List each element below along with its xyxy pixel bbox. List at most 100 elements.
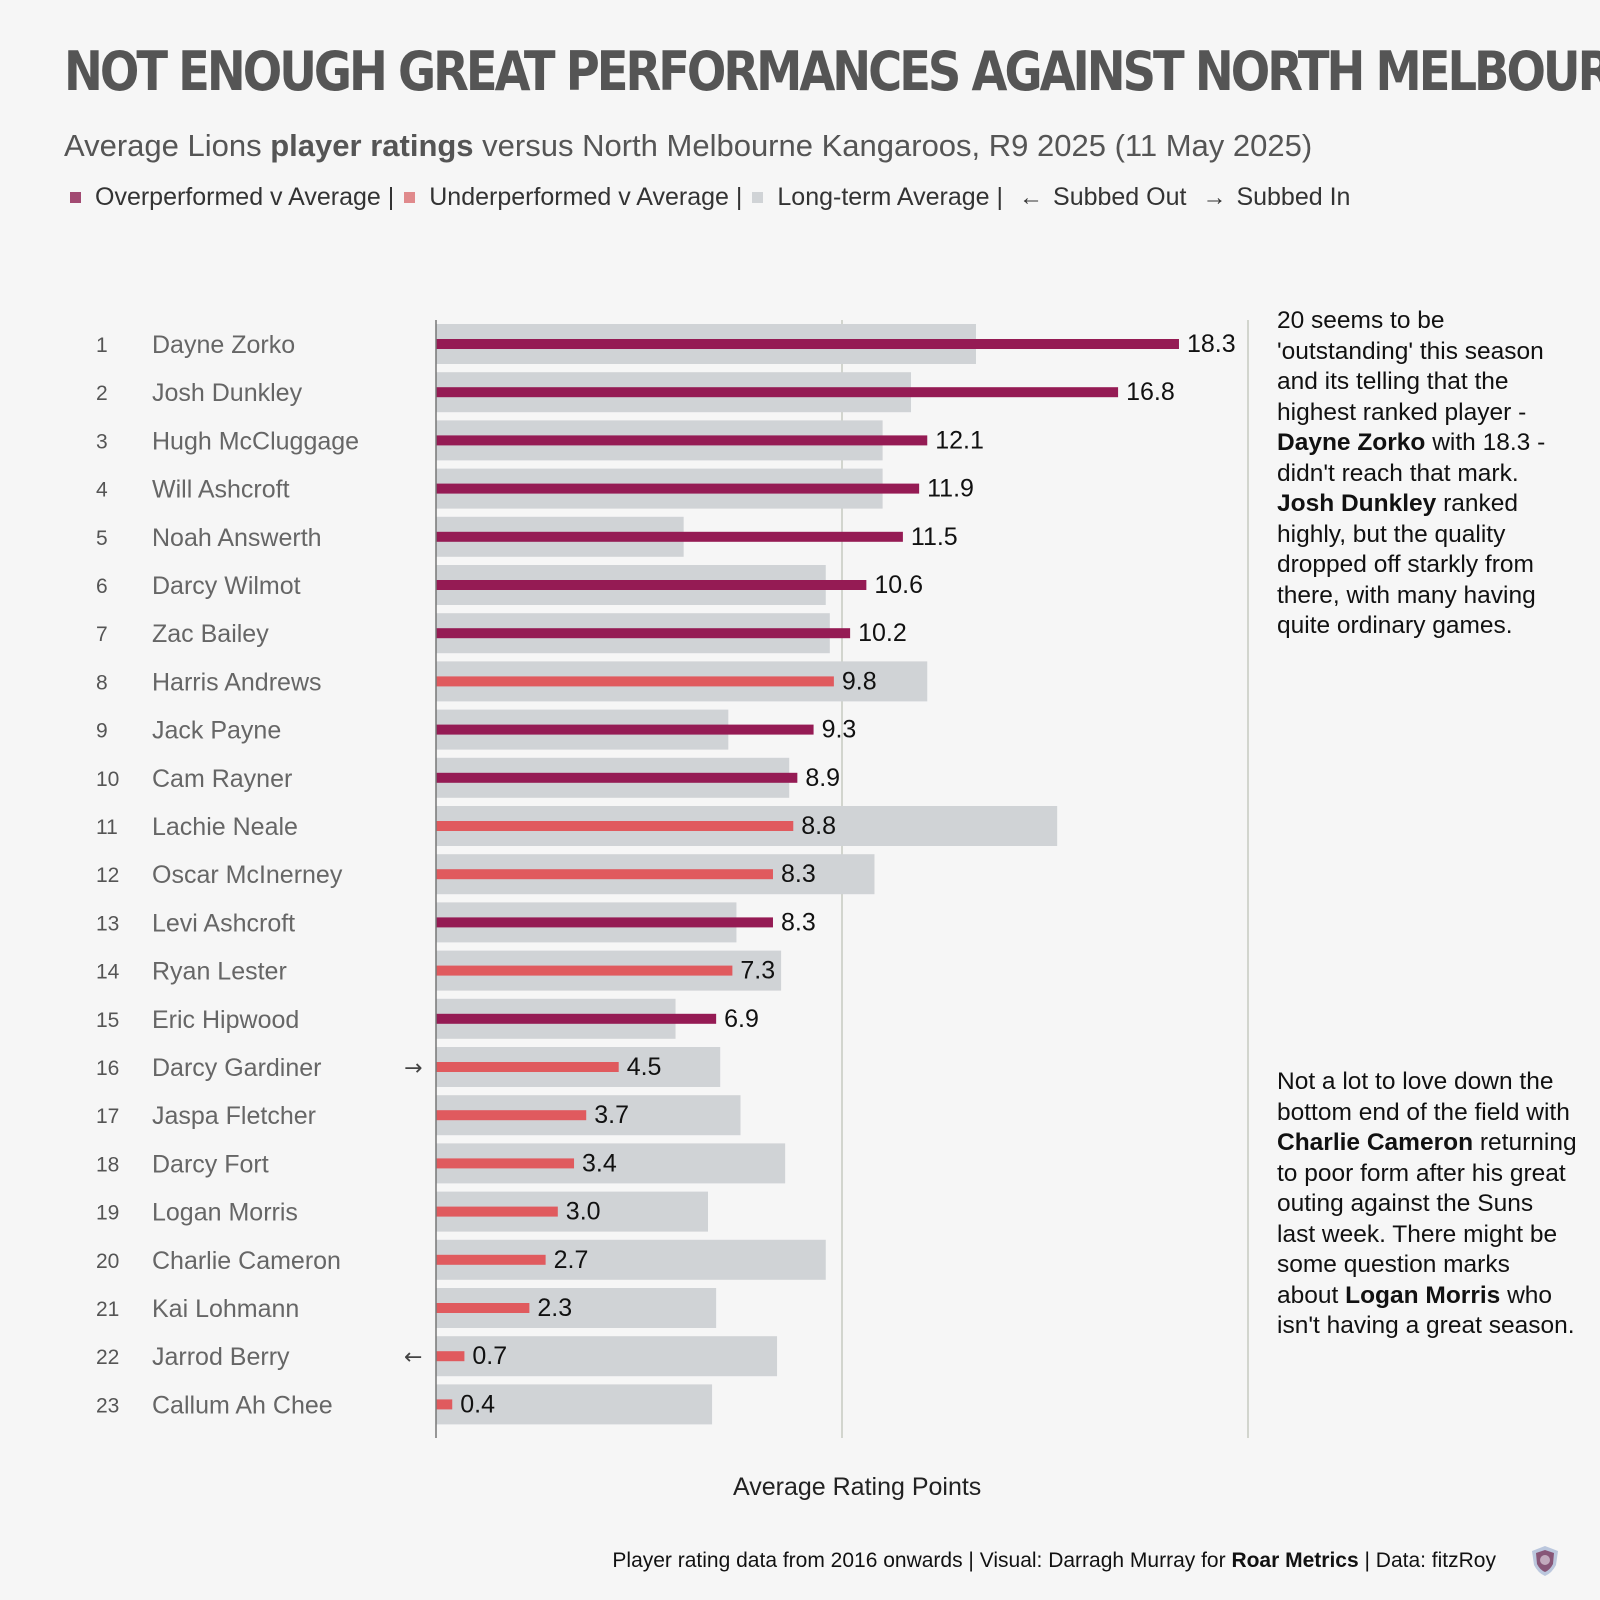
subbed-in-arrow-icon: → <box>404 1056 422 1081</box>
subbed-out-arrow-icon: ← <box>404 1345 422 1370</box>
player-name: Darcy Wilmot <box>152 572 301 600</box>
rating-bar <box>436 531 903 542</box>
annotation-bottom: Not a lot to love down the bottom end of… <box>1277 1067 1577 1342</box>
rating-bar <box>436 387 1119 398</box>
player-name: Harris Andrews <box>152 668 322 696</box>
rank-label: 16 <box>96 1057 119 1080</box>
rating-bar <box>436 483 920 494</box>
bar-chart: 18.3 1 Dayne Zorko 16.8 2 Josh Dunkley 12.1 3 Hu… <box>96 320 1249 1438</box>
rating-bar <box>436 1158 575 1169</box>
legend-swatch-average <box>752 192 764 203</box>
rank-label: 23 <box>96 1394 119 1417</box>
footer-credits: Player rating data from 2016 onwards | V… <box>612 1549 1496 1573</box>
player-name: Eric Hipwood <box>152 1006 299 1034</box>
value-label: 16.8 <box>1126 378 1175 406</box>
rank-label: 12 <box>96 864 119 887</box>
rating-bar <box>436 435 928 446</box>
player-name: Charlie Cameron <box>152 1247 341 1275</box>
value-label: 0.4 <box>460 1390 495 1418</box>
subtitle-post: versus North Melbourne Kangaroos, R9 202… <box>473 128 1313 163</box>
player-name: Dayne Zorko <box>152 331 295 359</box>
value-label: 12.1 <box>935 426 984 454</box>
value-label: 3.4 <box>582 1149 617 1177</box>
annotation-top-text-3: ranked highly, but the quality dropped o… <box>1277 490 1536 639</box>
rating-bar <box>436 917 773 928</box>
legend-average-label: Long-term Average | <box>777 183 1004 211</box>
annotation-top: 20 seems to be 'outstanding' this season… <box>1277 306 1577 642</box>
value-label: 3.0 <box>566 1198 601 1226</box>
rating-bar <box>436 1351 465 1362</box>
player-name: Jaspa Fletcher <box>152 1102 316 1130</box>
player-name: Jack Payne <box>152 717 281 745</box>
rank-label: 4 <box>96 479 108 502</box>
rank-label: 8 <box>96 671 108 694</box>
footer-text-2: | Data: fitzRoy <box>1358 1549 1496 1572</box>
value-label: 10.6 <box>874 571 923 599</box>
legend-under-label: Underperformed v Average | <box>429 183 743 211</box>
value-label: 6.9 <box>724 1005 759 1033</box>
player-name: Lachie Neale <box>152 813 298 841</box>
rank-label: 18 <box>96 1153 119 1176</box>
legend-subbed-out-label: Subbed Out <box>1053 183 1187 211</box>
rating-bar <box>436 339 1179 349</box>
annotation-bottom-text-1: Not a lot to love down the bottom end of… <box>1277 1068 1570 1126</box>
annotation-bottom-bold-1: Charlie Cameron <box>1277 1129 1474 1156</box>
rank-label: 2 <box>96 382 108 405</box>
rating-bar <box>436 1206 558 1217</box>
rating-bar <box>436 724 814 735</box>
value-label: 8.3 <box>781 908 816 936</box>
player-name: Josh Dunkley <box>152 379 303 407</box>
rating-bar <box>436 1303 530 1313</box>
value-label: 8.3 <box>781 860 816 888</box>
subtitle-bold: player ratings <box>270 128 474 163</box>
rank-label: 9 <box>96 720 108 743</box>
rating-bar <box>436 1399 453 1410</box>
rank-label: 7 <box>96 623 108 646</box>
rank-label: 20 <box>96 1250 119 1273</box>
value-label: 3.7 <box>594 1101 629 1129</box>
chart-subtitle: Average Lions player ratings versus Nort… <box>64 128 1312 164</box>
value-label: 2.7 <box>554 1246 589 1274</box>
annotation-top-text-2: with 18.3 - didn't reach that mark. <box>1277 429 1546 487</box>
annotation-top-bold-1: Dayne Zorko <box>1277 429 1426 456</box>
rank-label: 11 <box>96 816 118 839</box>
value-label: 11.9 <box>927 475 974 503</box>
rating-bar <box>436 1062 619 1072</box>
rank-label: 5 <box>96 527 108 550</box>
rank-label: 19 <box>96 1202 119 1225</box>
value-label: 0.7 <box>472 1342 507 1370</box>
arrow-right-icon: → <box>1202 183 1227 211</box>
rating-bar <box>436 676 834 687</box>
rank-label: 14 <box>96 961 120 984</box>
player-name: Darcy Gardiner <box>152 1054 322 1082</box>
annotation-bottom-bold-2: Logan Morris <box>1345 1281 1501 1309</box>
chart-title: NOT ENOUGH GREAT PERFORMANCES AGAINST NO… <box>64 40 1600 103</box>
annotation-bottom-text-3: who isn't having a great season. <box>1277 1281 1575 1340</box>
rank-label: 1 <box>96 334 108 357</box>
value-label: 2.3 <box>537 1294 572 1322</box>
rating-bar <box>436 869 773 880</box>
player-name: Levi Ashcroft <box>152 909 295 937</box>
player-name: Kai Lohmann <box>152 1295 299 1323</box>
rating-bar <box>436 965 733 976</box>
rating-bar <box>436 1110 587 1121</box>
player-name: Darcy Fort <box>152 1150 269 1178</box>
annotation-bottom-text-2: returning to poor form after his great o… <box>1277 1129 1577 1309</box>
annotation-top-bold-2: Josh Dunkley <box>1277 490 1437 517</box>
annotation-top-text-1: 20 seems to be 'outstanding' this season… <box>1277 307 1544 426</box>
rank-label: 6 <box>96 575 108 598</box>
legend-subbed-in-label: Subbed In <box>1236 183 1351 211</box>
player-name: Oscar McInerney <box>152 861 343 889</box>
rank-label: 10 <box>96 768 119 791</box>
player-name: Noah Answerth <box>152 524 322 552</box>
legend-over-label: Overperformed v Average | <box>95 183 395 211</box>
x-axis-label: Average Rating Points <box>733 1473 982 1501</box>
arrow-left-icon: ← <box>1019 183 1044 211</box>
legend: Overperformed v Average | Underperformed… <box>64 183 1354 212</box>
rank-label: 3 <box>96 430 108 453</box>
value-label: 8.9 <box>805 764 840 792</box>
player-name: Ryan Lester <box>152 958 287 986</box>
footer-brand: Roar Metrics <box>1231 1549 1359 1572</box>
value-label: 11.5 <box>911 523 958 551</box>
value-label: 10.2 <box>858 619 907 647</box>
